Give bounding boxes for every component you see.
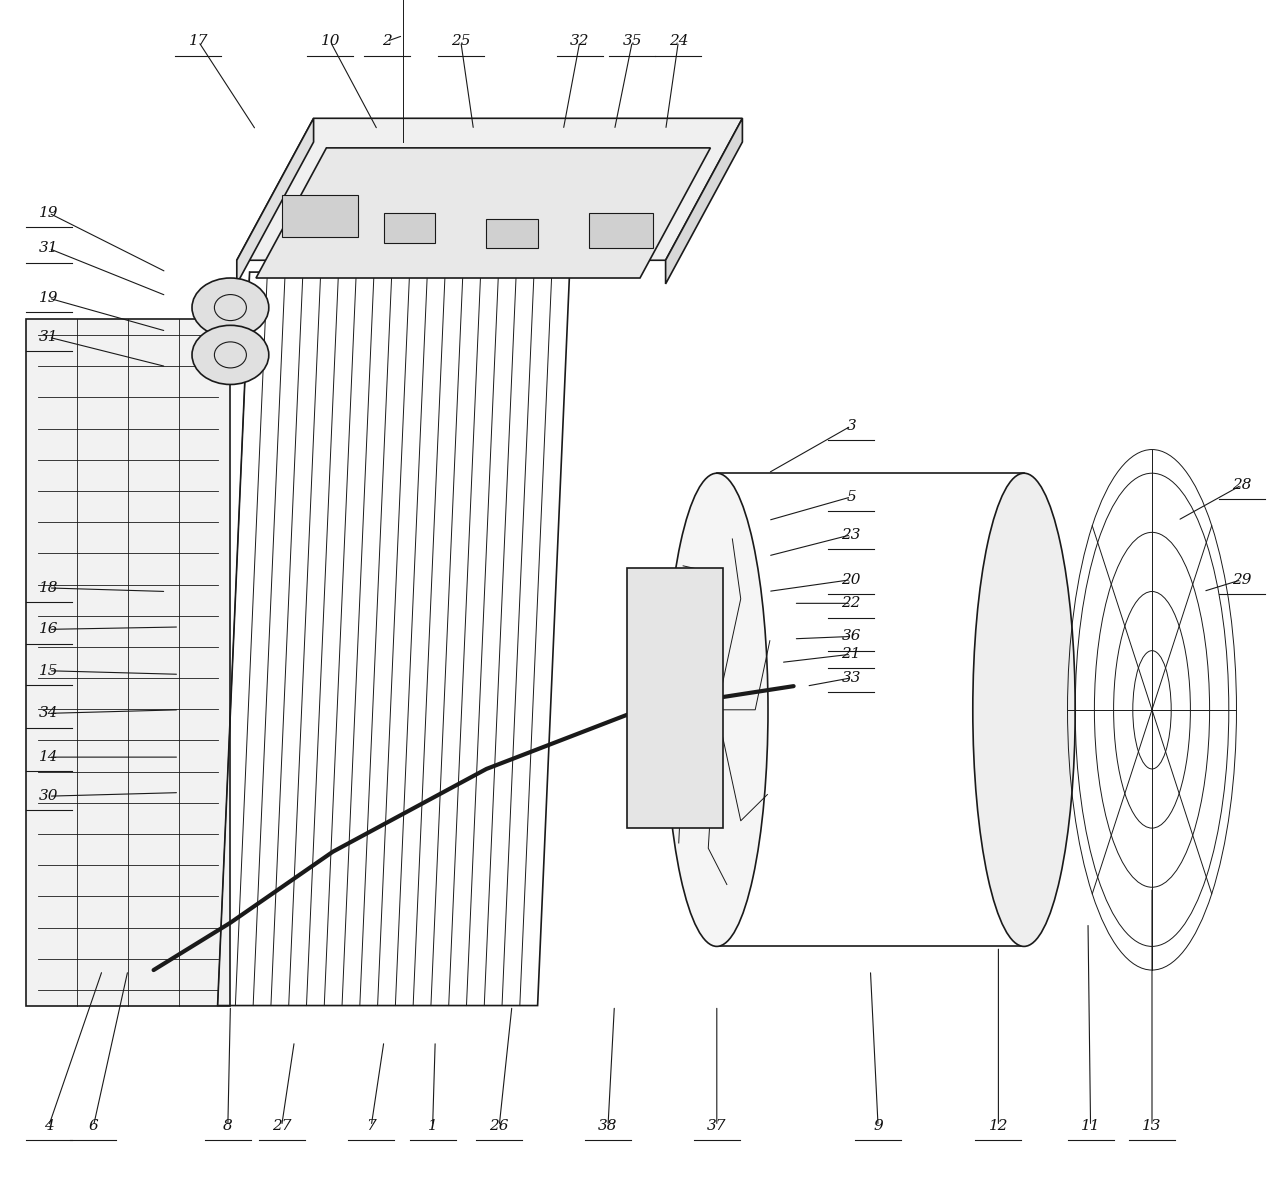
Ellipse shape (666, 473, 768, 946)
Bar (486, 219, 538, 248)
Bar (589, 213, 653, 248)
Text: 27: 27 (271, 1119, 292, 1133)
Text: 19: 19 (38, 206, 59, 220)
Text: 35: 35 (622, 34, 643, 49)
Text: 8: 8 (223, 1119, 233, 1133)
Text: 28: 28 (1231, 478, 1252, 492)
Text: 18: 18 (38, 581, 59, 595)
Text: 10: 10 (320, 34, 340, 49)
Text: 24: 24 (668, 34, 689, 49)
Text: 21: 21 (841, 647, 861, 661)
Text: 25: 25 (451, 34, 471, 49)
Ellipse shape (192, 325, 269, 384)
Text: 11: 11 (1080, 1119, 1101, 1133)
Polygon shape (237, 118, 742, 260)
Text: 1: 1 (428, 1119, 438, 1133)
Text: 3: 3 (846, 419, 856, 433)
Text: 20: 20 (841, 573, 861, 587)
Polygon shape (256, 148, 710, 278)
Text: 33: 33 (841, 671, 861, 685)
Text: 13: 13 (1142, 1119, 1162, 1133)
Text: 36: 36 (841, 629, 861, 644)
Bar (282, 195, 358, 237)
Text: 34: 34 (38, 706, 59, 720)
Text: 29: 29 (1231, 573, 1252, 587)
Text: 14: 14 (38, 750, 59, 764)
Text: 32: 32 (570, 34, 590, 49)
Text: 6: 6 (88, 1119, 99, 1133)
Text: 17: 17 (188, 34, 209, 49)
Text: 15: 15 (38, 664, 59, 678)
Polygon shape (627, 568, 723, 828)
Polygon shape (237, 118, 314, 284)
Text: 7: 7 (366, 1119, 376, 1133)
Polygon shape (666, 118, 742, 284)
Ellipse shape (973, 473, 1075, 946)
Text: 2: 2 (381, 34, 392, 49)
Text: 9: 9 (873, 1119, 883, 1133)
Text: 4: 4 (44, 1119, 54, 1133)
Text: 30: 30 (38, 789, 59, 803)
Text: 26: 26 (489, 1119, 509, 1133)
Bar (384, 213, 435, 243)
Text: 12: 12 (988, 1119, 1009, 1133)
Text: 5: 5 (846, 490, 856, 504)
Text: 37: 37 (707, 1119, 727, 1133)
Text: 19: 19 (38, 291, 59, 305)
Bar (26, 319, 230, 1006)
Text: 23: 23 (841, 528, 861, 542)
Text: 38: 38 (598, 1119, 618, 1133)
Ellipse shape (192, 278, 269, 337)
Text: 22: 22 (841, 596, 861, 610)
Text: 31: 31 (38, 330, 59, 344)
Text: 31: 31 (38, 241, 59, 256)
Text: 16: 16 (38, 622, 59, 636)
